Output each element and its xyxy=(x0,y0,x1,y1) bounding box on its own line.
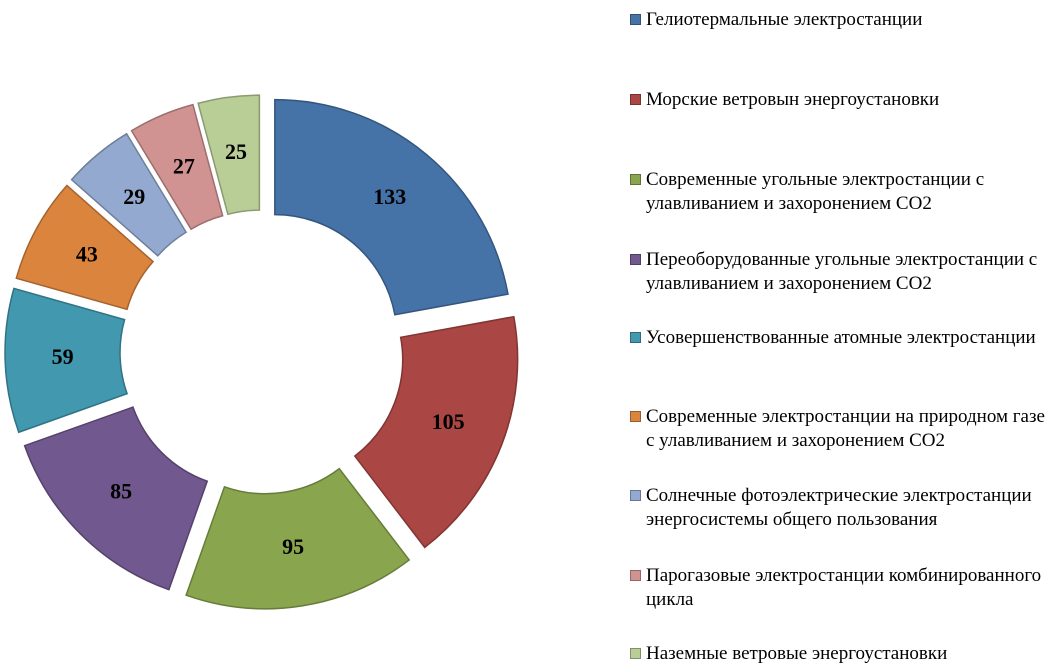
legend-item: Наземные ветровые энергоустановки xyxy=(630,642,1050,666)
legend-swatch xyxy=(630,411,641,422)
data-label: 27 xyxy=(173,153,195,178)
donut-segment xyxy=(274,98,509,316)
legend-item: Парогазовые электростанции комбинированн… xyxy=(630,564,1050,612)
donut-segment xyxy=(70,132,188,257)
data-label: 105 xyxy=(432,409,465,434)
donut-chart: 133 105 95 85 59 43 29 27 25 xyxy=(4,94,519,610)
donut-segment xyxy=(185,467,411,610)
donut-segment xyxy=(23,406,209,591)
donut-segment xyxy=(4,287,129,434)
donut-segment xyxy=(197,94,261,216)
legend-label: Современные электростанции на природном … xyxy=(646,406,1045,451)
legend-swatch xyxy=(630,94,641,105)
legend-swatch xyxy=(630,174,641,185)
donut-segment xyxy=(15,184,155,311)
data-label: 59 xyxy=(52,344,74,369)
legend-label: Современные угольные электростанции с ул… xyxy=(646,169,985,214)
legend-item: Усовершенствованные атомные электростанц… xyxy=(630,326,1050,350)
legend-label: Парогазовые электростанции комбинированн… xyxy=(646,565,1042,610)
legend-item: Солнечные фотоэлектрические электростанц… xyxy=(630,484,1050,532)
legend-item: Переоборудованные угольные электростанци… xyxy=(630,248,1050,296)
data-label: 43 xyxy=(76,242,98,267)
legend-swatch xyxy=(630,254,641,265)
legend-label: Гелиотермальные электростанции xyxy=(646,9,923,30)
legend-swatch xyxy=(630,14,641,25)
donut-segment xyxy=(130,103,224,231)
legend-label: Солнечные фотоэлектрические электростанц… xyxy=(646,485,1032,530)
data-label: 133 xyxy=(373,184,406,209)
donut-segment xyxy=(353,315,519,549)
legend-label: Усовершенствованные атомные электростанц… xyxy=(646,327,1036,348)
legend-item: Современные угольные электростанции с ул… xyxy=(630,168,1050,216)
data-label: 95 xyxy=(282,534,304,559)
legend-swatch xyxy=(630,490,641,501)
legend-item: Морские ветровын энергоустановки xyxy=(630,88,1050,112)
legend-swatch xyxy=(630,332,641,343)
legend-swatch xyxy=(630,570,641,581)
legend-swatch xyxy=(630,648,641,659)
data-label: 29 xyxy=(123,184,145,209)
legend-item: Гелиотермальные электростанции xyxy=(630,8,1050,32)
legend-label: Морские ветровын энергоустановки xyxy=(646,89,940,110)
data-label: 85 xyxy=(110,478,132,503)
legend-label: Переоборудованные угольные электростанци… xyxy=(646,249,1038,294)
data-label: 25 xyxy=(225,139,247,164)
legend-label: Наземные ветровые энергоустановки xyxy=(646,643,948,664)
legend-item: Современные электростанции на природном … xyxy=(630,405,1050,453)
